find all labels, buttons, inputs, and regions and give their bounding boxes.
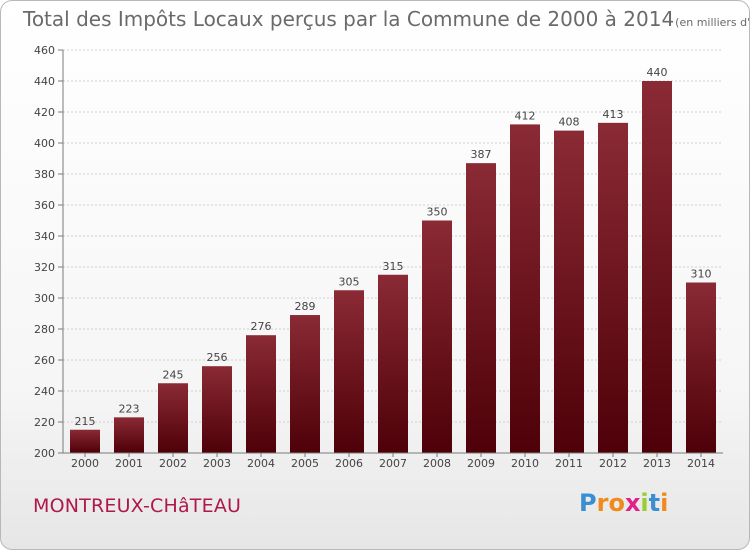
x-tick-label: 2007	[379, 457, 407, 470]
value-label: 440	[647, 66, 668, 79]
bar-2002[interactable]	[158, 383, 188, 453]
proxiti-logo[interactable]: Proxiti	[579, 489, 668, 517]
commune-name: MONTREUX-CHâTEAU	[33, 495, 242, 517]
x-tick-label: 2004	[247, 457, 275, 470]
x-tick-label: 2010	[511, 457, 539, 470]
bar-2009[interactable]	[466, 163, 496, 453]
bar-2013[interactable]	[642, 81, 672, 453]
y-tick-label: 320	[34, 261, 55, 274]
bar-2003[interactable]	[202, 366, 232, 453]
logo-letter: o	[608, 489, 625, 517]
value-label: 350	[427, 206, 448, 219]
y-tick-label: 340	[34, 230, 55, 243]
logo-letter: r	[596, 489, 609, 517]
value-label: 310	[691, 268, 712, 281]
bar-2012[interactable]	[598, 122, 628, 453]
chart-title: Total des Impôts Locaux perçus par la Co…	[23, 7, 750, 31]
logo-letter: x	[624, 489, 641, 517]
bar-2004[interactable]	[246, 335, 276, 453]
y-tick-label: 200	[34, 447, 55, 460]
y-tick-label: 260	[34, 354, 55, 367]
bar-2001[interactable]	[114, 417, 144, 453]
x-tick-label: 2014	[687, 457, 715, 470]
value-label: 276	[251, 320, 272, 333]
bar-2007[interactable]	[378, 274, 408, 453]
value-label: 245	[163, 368, 184, 381]
x-tick-label: 2011	[555, 457, 583, 470]
value-label: 413	[603, 108, 624, 121]
value-label: 408	[559, 116, 580, 129]
y-tick-label: 420	[34, 106, 55, 119]
bar-2010[interactable]	[510, 124, 540, 454]
x-tick-label: 2006	[335, 457, 363, 470]
x-tick-label: 2003	[203, 457, 231, 470]
bar-2000[interactable]	[70, 429, 100, 453]
logo-letter: P	[579, 489, 597, 517]
y-tick-label: 300	[34, 292, 55, 305]
x-tick-label: 2012	[599, 457, 627, 470]
axes: 200 220 240 260 280 300 320 340 360 380 400 420 440 4…	[34, 44, 723, 470]
value-label: 289	[295, 300, 316, 313]
x-tick-label: 2000	[71, 457, 99, 470]
x-tick-label: 2008	[423, 457, 451, 470]
bar-2006[interactable]	[334, 290, 364, 453]
x-tick-label: 2009	[467, 457, 495, 470]
logo-letter: i	[640, 489, 649, 517]
y-tick-label: 400	[34, 137, 55, 150]
logo-letter: t	[648, 489, 661, 517]
y-tick-label: 220	[34, 416, 55, 429]
x-tick-label: 2005	[291, 457, 319, 470]
bar-2005[interactable]	[290, 315, 320, 453]
x-tick-label: 2013	[643, 457, 671, 470]
y-tick-label: 380	[34, 168, 55, 181]
value-label: 223	[119, 402, 140, 415]
x-tick-label: 2001	[115, 457, 143, 470]
y-tick-label: 240	[34, 385, 55, 398]
value-label: 315	[383, 260, 404, 273]
value-label: 387	[471, 148, 492, 161]
y-tick-label: 440	[34, 75, 55, 88]
bars: 215 223 245 256 276 289 305 315 350 387 412 408 413 4…	[70, 66, 716, 454]
bar-2008[interactable]	[422, 220, 452, 454]
chart-unit: (en milliers d'€)	[675, 16, 750, 29]
logo-letter: i	[660, 489, 669, 517]
bar-2014[interactable]	[686, 282, 716, 454]
bar-2011[interactable]	[554, 130, 584, 453]
value-label: 412	[515, 109, 536, 122]
y-tick-label: 460	[34, 44, 55, 57]
value-label: 256	[207, 351, 228, 364]
y-tick-label: 360	[34, 199, 55, 212]
value-label: 215	[75, 415, 96, 428]
y-tick-label: 280	[34, 323, 55, 336]
value-label: 305	[339, 275, 360, 288]
x-tick-label: 2002	[159, 457, 187, 470]
